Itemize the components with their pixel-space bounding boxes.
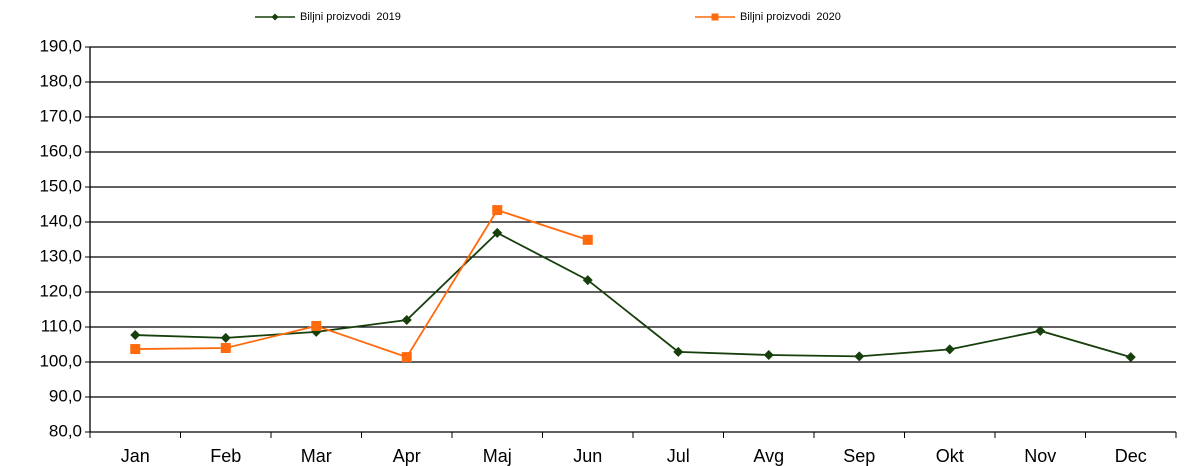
x-tick-label: Apr (393, 446, 421, 466)
legend-marker (271, 13, 279, 21)
series-line (135, 209, 589, 359)
y-tick-label: 120,0 (39, 281, 82, 300)
marker (220, 332, 231, 343)
marker (492, 205, 503, 216)
x-tick-label: Avg (753, 446, 784, 466)
x-tick-label: Dec (1115, 446, 1147, 466)
legend-marker (711, 13, 719, 21)
marker (401, 352, 412, 363)
x-tick-label: Jul (667, 446, 690, 466)
marker (582, 275, 593, 286)
x-tick-label: Feb (210, 446, 241, 466)
x-tick-label: Sep (843, 446, 875, 466)
marker (1035, 325, 1046, 336)
legend-label: Biljni proizvodi 2020 (740, 11, 841, 23)
y-tick-label: 90,0 (49, 386, 82, 405)
marker (763, 350, 774, 360)
x-tick-label: Okt (936, 446, 964, 466)
marker (854, 351, 865, 362)
marker (220, 343, 231, 353)
legend-label: Biljni proizvodi 2019 (300, 11, 401, 23)
marker (311, 320, 322, 331)
x-tick-label: Nov (1024, 446, 1056, 466)
y-tick-label: 80,0 (49, 421, 82, 440)
marker (492, 227, 503, 238)
marker (673, 346, 684, 357)
x-tick-label: Mar (301, 446, 332, 466)
y-tick-label: 180,0 (39, 71, 82, 90)
marker (944, 344, 955, 355)
x-tick-label: Jan (121, 446, 150, 466)
marker (1125, 352, 1136, 363)
y-tick-label: 170,0 (39, 106, 82, 125)
marker (401, 315, 412, 325)
y-tick-label: 190,0 (39, 36, 82, 55)
x-tick-label: Jun (573, 446, 602, 466)
y-tick-label: 110,0 (41, 316, 82, 335)
y-tick-label: 160,0 (39, 141, 82, 160)
y-tick-label: 150,0 (39, 176, 82, 195)
marker (582, 234, 593, 245)
marker (130, 344, 141, 355)
y-tick-label: 130,0 (39, 246, 82, 265)
series-line (135, 231, 1132, 358)
y-tick-label: 100,0 (39, 351, 82, 370)
marker (130, 330, 141, 341)
x-tick-label: Maj (483, 446, 512, 466)
y-tick-label: 140,0 (39, 211, 82, 230)
